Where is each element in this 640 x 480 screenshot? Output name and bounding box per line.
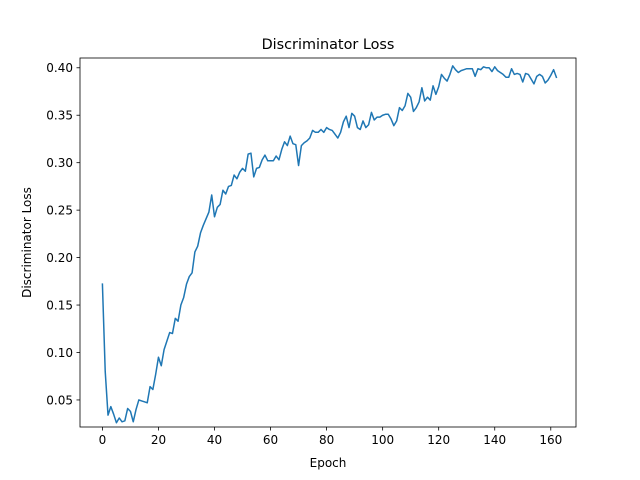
- x-axis-title: Epoch: [310, 456, 347, 470]
- x-tick-label: 100: [371, 433, 394, 447]
- y-tick-label: 0.15: [46, 298, 73, 312]
- chart-title: Discriminator Loss: [262, 37, 395, 53]
- x-tick-label: 140: [483, 433, 506, 447]
- series-line: [101, 65, 558, 424]
- x-tick-label: 160: [539, 433, 562, 447]
- y-tick-label: 0.40: [46, 61, 73, 75]
- plot-area: [80, 58, 576, 427]
- y-axis-title: Discriminator Loss: [20, 187, 34, 298]
- x-tick-label: 40: [207, 433, 222, 447]
- x-tick-label: 120: [427, 433, 450, 447]
- x-tick-label: 20: [151, 433, 166, 447]
- x-axis: 0 20 40 60 80 100 120 140 160: [99, 427, 562, 447]
- x-tick-label: 0: [99, 433, 107, 447]
- y-tick-label: 0.05: [46, 393, 73, 407]
- x-tick-label: 60: [263, 433, 278, 447]
- x-tick-label: 80: [319, 433, 334, 447]
- y-tick-label: 0.30: [46, 156, 73, 170]
- y-tick-label: 0.10: [46, 346, 73, 360]
- y-axis: 0.05 0.10 0.15 0.20 0.25 0.30 0.35 0.40: [46, 61, 80, 407]
- y-tick-label: 0.20: [46, 251, 73, 265]
- axes-frame: [79, 57, 577, 428]
- y-tick-label: 0.25: [46, 203, 73, 217]
- y-tick-label: 0.35: [46, 109, 73, 123]
